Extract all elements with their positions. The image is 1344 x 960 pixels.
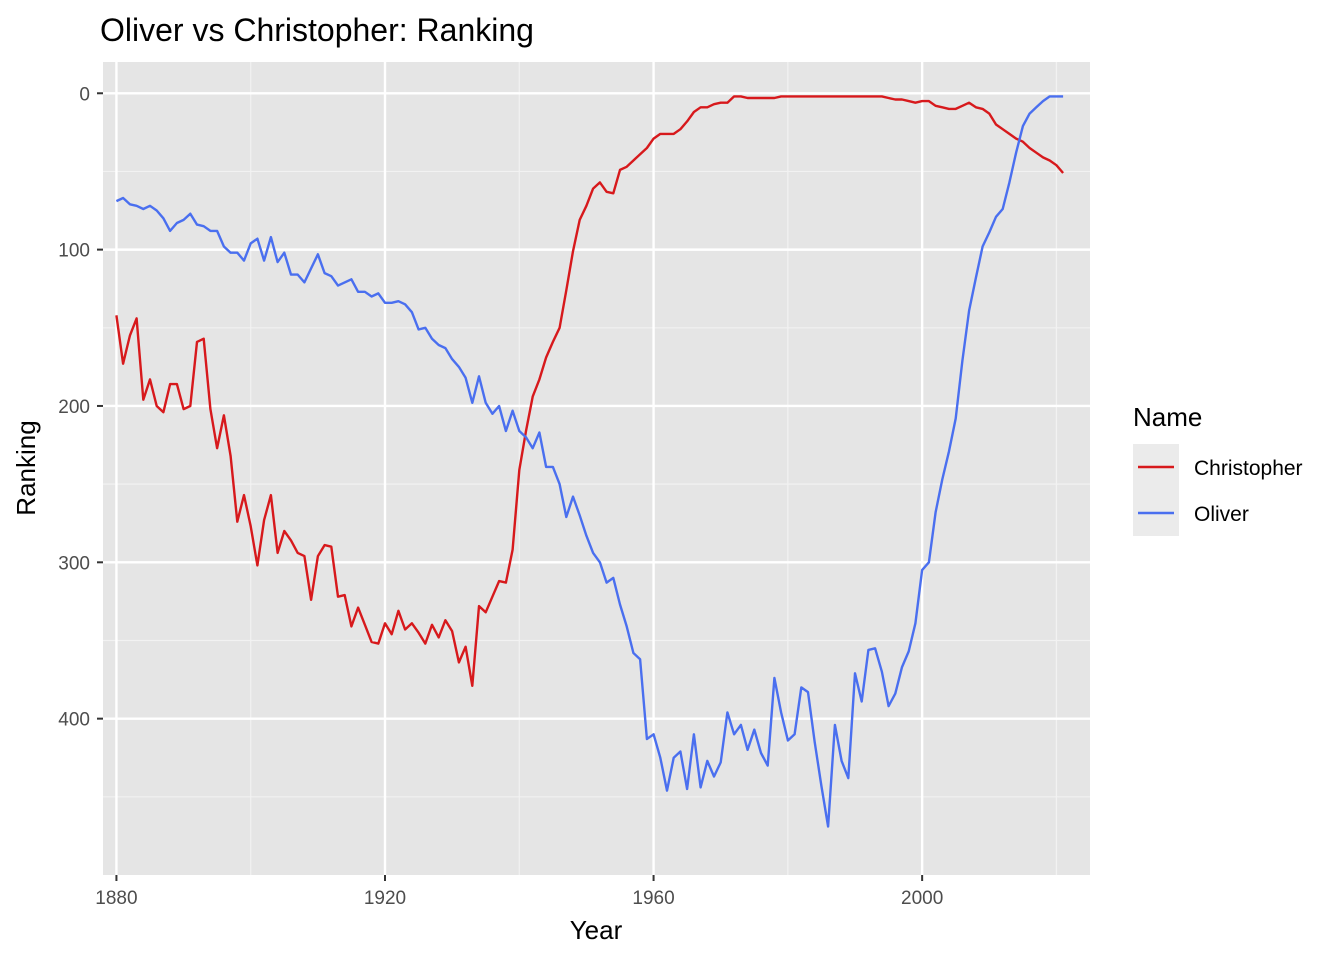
chart-title: Oliver vs Christopher: Ranking bbox=[100, 12, 534, 48]
y-tick-label: 400 bbox=[58, 710, 90, 731]
y-tick-label: 300 bbox=[58, 553, 90, 574]
series-line-oliver bbox=[115, 95, 1064, 828]
legend-title: Name bbox=[1133, 402, 1202, 432]
x-tick-label: 2000 bbox=[901, 888, 943, 909]
legend-label-oliver: Oliver bbox=[1194, 503, 1249, 526]
x-axis: 1880 1920 1960 2000 bbox=[95, 875, 943, 909]
legend-key-background bbox=[1133, 444, 1179, 536]
series-lines bbox=[115, 95, 1065, 828]
x-axis-title: Year bbox=[570, 915, 623, 945]
x-tick-label: 1920 bbox=[364, 888, 406, 909]
x-tick-label: 1960 bbox=[632, 888, 674, 909]
plot-panel bbox=[103, 62, 1090, 875]
y-tick-label: 200 bbox=[58, 397, 90, 418]
y-axis: 0 100 200 300 400 bbox=[58, 84, 103, 731]
legend: Name Christopher Oliver bbox=[1133, 402, 1303, 536]
legend-label-christopher: Christopher bbox=[1194, 457, 1303, 480]
x-tick-label: 1880 bbox=[95, 888, 137, 909]
series-line-christopher bbox=[115, 95, 1065, 687]
y-tick-label: 0 bbox=[79, 84, 90, 105]
legend-items: Christopher Oliver bbox=[1133, 444, 1303, 536]
grid-lines bbox=[103, 62, 1090, 875]
y-tick-label: 100 bbox=[58, 241, 90, 262]
y-axis-title: Ranking bbox=[11, 420, 41, 515]
